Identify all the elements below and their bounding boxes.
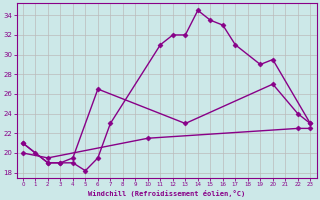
X-axis label: Windchill (Refroidissement éolien,°C): Windchill (Refroidissement éolien,°C) (88, 190, 245, 197)
